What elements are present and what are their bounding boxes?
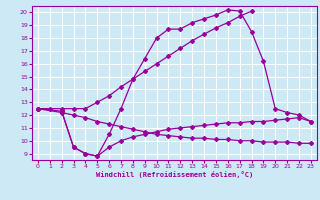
- X-axis label: Windchill (Refroidissement éolien,°C): Windchill (Refroidissement éolien,°C): [96, 171, 253, 178]
